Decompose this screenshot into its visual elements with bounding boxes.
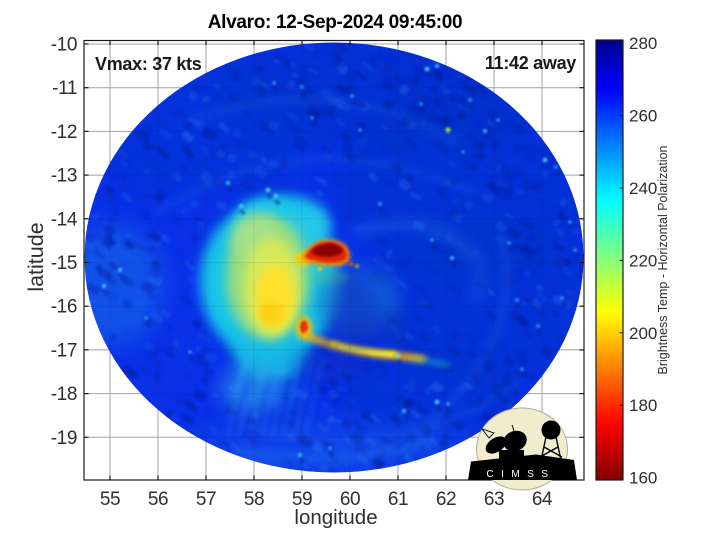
svg-text:60: 60 <box>340 489 360 510</box>
svg-text:-16: -16 <box>51 297 77 318</box>
svg-text:Brightness Temp - Horizontal P: Brightness Temp - Horizontal Polarizatio… <box>656 145 670 374</box>
svg-text:58: 58 <box>244 489 264 510</box>
svg-text:180: 180 <box>629 396 657 415</box>
svg-text:200: 200 <box>629 324 657 343</box>
svg-text:63: 63 <box>484 489 504 510</box>
svg-text:-12: -12 <box>51 122 77 143</box>
svg-text:240: 240 <box>629 179 657 198</box>
svg-text:-11: -11 <box>52 78 77 99</box>
svg-text:220: 220 <box>629 251 657 270</box>
svg-text:56: 56 <box>148 489 168 510</box>
svg-text:Alvaro: 12-Sep-2024 09:45:00: Alvaro: 12-Sep-2024 09:45:00 <box>208 12 463 33</box>
svg-text:55: 55 <box>100 489 120 510</box>
svg-text:11:42 away: 11:42 away <box>485 53 576 73</box>
svg-text:57: 57 <box>196 489 216 510</box>
svg-text:-17: -17 <box>51 340 77 361</box>
svg-text:-10: -10 <box>51 35 77 56</box>
svg-text:-13: -13 <box>51 166 77 187</box>
svg-text:-14: -14 <box>51 209 78 230</box>
svg-text:-19: -19 <box>51 428 77 449</box>
svg-text:59: 59 <box>292 489 312 510</box>
svg-text:64: 64 <box>532 489 553 510</box>
svg-text:latitude: latitude <box>24 222 48 291</box>
svg-text:longitude: longitude <box>294 506 377 529</box>
svg-text:260: 260 <box>629 107 657 126</box>
svg-text:61: 61 <box>388 489 408 510</box>
svg-text:Vmax: 37 kts: Vmax: 37 kts <box>95 54 202 74</box>
svg-text:-18: -18 <box>51 384 77 405</box>
svg-text:-15: -15 <box>51 253 77 274</box>
svg-text:280: 280 <box>629 34 657 53</box>
svg-text:CIMSS: CIMSS <box>486 469 555 480</box>
svg-text:160: 160 <box>629 469 657 488</box>
svg-text:62: 62 <box>436 489 456 510</box>
